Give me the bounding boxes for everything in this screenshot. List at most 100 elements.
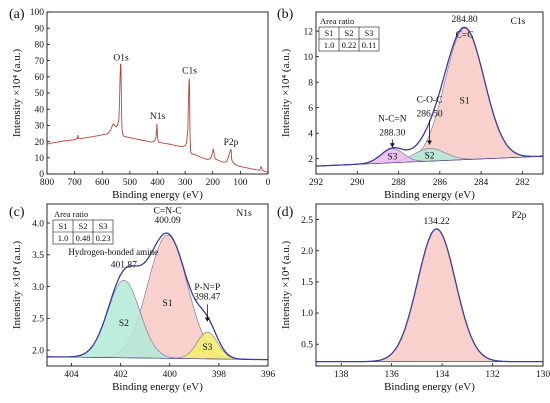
x-tick-label: 0 <box>266 178 271 188</box>
peak-label: N1s <box>150 112 166 122</box>
y-tick-label: 12 <box>304 27 314 37</box>
x-tick-label: 284 <box>474 178 489 188</box>
y-tick-label: 10 <box>35 154 45 164</box>
y-tick-label: 6 <box>308 104 313 114</box>
component-s2 <box>47 280 268 360</box>
plot-area <box>47 63 268 173</box>
element-label: C1s <box>511 17 526 27</box>
element-label: P2p <box>512 211 527 221</box>
y-axis-label: Intensity ×10⁴ (a.u.) <box>280 49 292 138</box>
annotation-hydrogen-bonded-amine: Hydrogen-bonded amine <box>68 247 158 257</box>
component-label-s2: S2 <box>424 151 434 161</box>
y-tick-label: 50 <box>35 89 45 99</box>
panel-d-p2p: 138 136 134 132 130 0.5 1.0 1.5 2.0 2.5 Binding en… <box>277 203 550 393</box>
arrow-head <box>427 140 432 145</box>
x-tick-label: 396 <box>261 370 276 380</box>
panel-letter: (d) <box>277 205 294 220</box>
x-tick-label: 800 <box>40 178 55 188</box>
area-ratio-header: S3 <box>365 28 374 38</box>
x-tick-label: 600 <box>95 178 110 188</box>
arrow-head <box>389 143 395 148</box>
y-tick-label: 2 <box>308 155 313 165</box>
panel-letter: (a) <box>9 7 25 22</box>
y-axis-label: Intensity ×10⁴ (a.u.) <box>11 241 23 330</box>
x-tick-label: 130 <box>536 370 550 380</box>
y-tick-label: 30 <box>35 122 45 132</box>
y-tick-label: 8 <box>308 78 313 88</box>
peak-label: C=C <box>456 31 474 41</box>
area-ratio-header: S3 <box>99 221 108 231</box>
x-tick-label: 292 <box>309 178 324 188</box>
component-label-s1: S1 <box>460 97 470 107</box>
peak-label: 288.30 <box>379 129 405 139</box>
fit-envelope <box>47 232 268 361</box>
x-tick-label: 282 <box>515 178 530 188</box>
x-tick-label: 286 <box>433 178 448 188</box>
x-tick-label: 300 <box>178 178 193 188</box>
area-ratio-header: S2 <box>345 28 354 38</box>
background-line <box>47 356 268 360</box>
peak-label: O1s <box>113 54 129 64</box>
area-ratio-value: 0.23 <box>96 233 111 243</box>
y-tick-label: 2.5 <box>301 216 313 226</box>
axes-frame <box>315 203 544 367</box>
component-s1 <box>47 235 268 360</box>
y-tick-label: 60 <box>35 73 45 83</box>
x-tick-label: 100 <box>233 178 248 188</box>
component-peak <box>316 228 543 362</box>
peak-label: C1s <box>182 67 197 77</box>
y-tick-label: 3.5 <box>32 251 44 261</box>
y-tick-label: 80 <box>35 41 45 51</box>
x-tick-label: 400 <box>163 370 178 380</box>
arrow-head <box>204 317 210 322</box>
area-ratio-value: 0.22 <box>342 40 357 50</box>
y-axis-label: Intensity ×10⁴ (a.u.) <box>11 49 23 138</box>
x-axis-label: Binding energy (eV) <box>384 189 475 201</box>
x-tick-label: 136 <box>385 370 400 380</box>
y-tick-label: 2.0 <box>301 247 313 257</box>
peak-label: 286.50 <box>416 110 442 120</box>
y-tick-label: 90 <box>35 24 45 34</box>
axes-frame <box>46 203 269 367</box>
x-tick-label: 404 <box>64 370 79 380</box>
y-tick-label: 1.0 <box>301 309 313 319</box>
component-s2 <box>316 148 543 167</box>
y-tick-label: 20 <box>35 138 45 148</box>
x-tick-label: 200 <box>206 178 221 188</box>
y-tick-label: 2.5 <box>32 315 44 325</box>
area-ratio-header: S1 <box>59 221 68 231</box>
x-axis-label: Binding energy (eV) <box>112 189 203 201</box>
x-tick-label: 500 <box>123 178 138 188</box>
y-tick-label: 0.5 <box>301 340 313 350</box>
y-tick-label: 40 <box>35 105 45 115</box>
y-tick-label: 2.0 <box>32 346 44 356</box>
peak-label: 400.09 <box>155 216 181 226</box>
x-tick-label: 290 <box>350 178 365 188</box>
peak-label: 134.22 <box>423 217 449 227</box>
x-tick-label: 400 <box>150 178 165 188</box>
x-tick-label: 132 <box>485 370 500 380</box>
y-tick-label: 10 <box>304 53 314 63</box>
area-ratio-title: Area ratio <box>54 209 88 219</box>
y-tick-label: 70 <box>35 57 45 67</box>
x-axis-label: Binding energy (eV) <box>112 381 203 393</box>
panel-letter: (c) <box>9 205 25 220</box>
element-label: N1s <box>236 209 252 219</box>
plot-area <box>316 228 543 363</box>
component-s3 <box>47 332 268 360</box>
peak-label: P2p <box>224 138 239 148</box>
panel-a-survey: O1s C1s N1s P2p 800 700 600 500 400 300 200 100 0 0 10… <box>9 7 271 201</box>
plot-area <box>47 232 268 361</box>
area-ratio-value: 1.0 <box>324 40 335 50</box>
peak-label: P-N=P <box>194 283 220 293</box>
survey-spectrum-line <box>47 63 268 173</box>
x-tick-label: 700 <box>68 178 83 188</box>
area-ratio-value: 0.11 <box>362 40 377 50</box>
axes-frame <box>46 11 269 175</box>
y-tick-label: 4.0 <box>32 219 44 229</box>
component-label-s3: S3 <box>202 343 212 353</box>
area-ratio-value: 1.0 <box>58 233 69 243</box>
component-s1 <box>316 28 543 167</box>
axes-frame <box>315 11 544 175</box>
